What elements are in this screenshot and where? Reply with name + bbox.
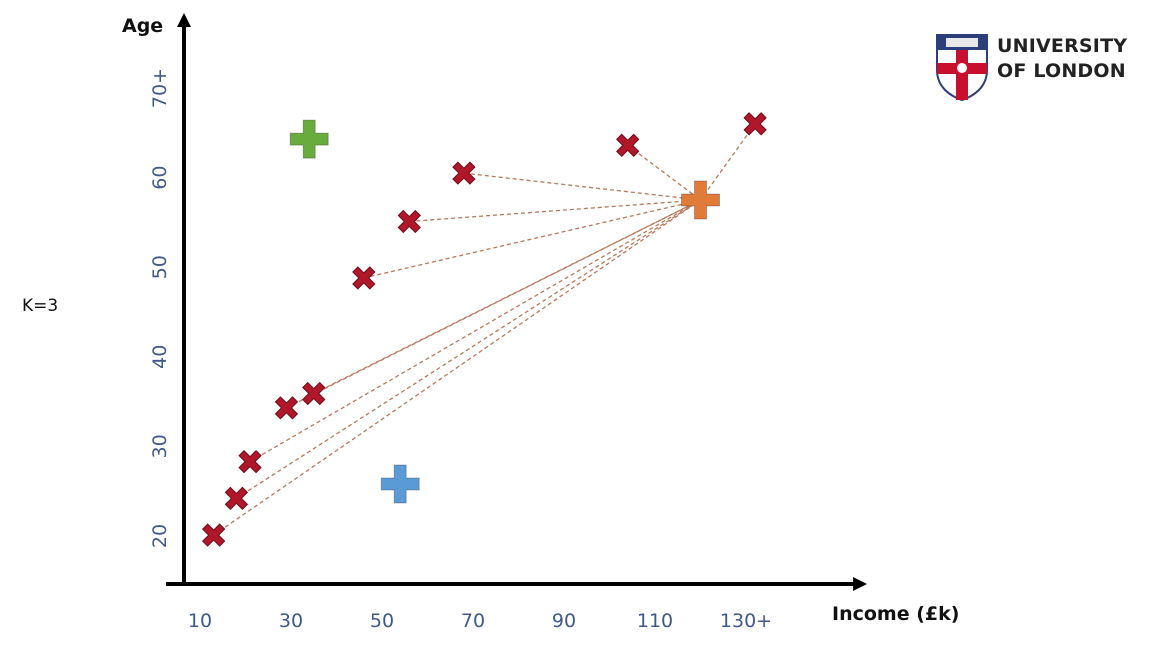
- x-tick-label: 90: [552, 610, 576, 632]
- distance-line: [213, 199, 701, 536]
- y-tick-label: 70+: [149, 68, 171, 108]
- x-tick-label: 110: [637, 610, 673, 632]
- data-point: [201, 523, 226, 547]
- distance-line: [409, 199, 701, 223]
- data-point: [397, 209, 421, 234]
- k-value-label: K=3: [22, 296, 59, 316]
- distance-line: [699, 123, 756, 201]
- data-point: [302, 381, 326, 406]
- distance-line: [236, 199, 701, 499]
- data-point: [274, 396, 299, 420]
- distance-line: [286, 199, 701, 409]
- x-axis-title: Income (£k): [832, 603, 959, 625]
- data-point: [616, 133, 640, 158]
- centroid-marker: [380, 464, 420, 504]
- y-tick-label: 40: [149, 345, 171, 369]
- distance-line: [249, 199, 701, 463]
- logo-line-2: OF LONDON: [997, 60, 1126, 82]
- x-tick-label: 30: [279, 610, 303, 632]
- centroid-marker: [681, 180, 720, 220]
- distance-line: [363, 199, 701, 279]
- x-tick-label: 50: [370, 610, 394, 632]
- data-point: [352, 266, 376, 290]
- y-tick-label: 30: [149, 434, 171, 458]
- data-point: [452, 161, 476, 185]
- y-tick-label: 60: [149, 166, 171, 190]
- data-point: [743, 112, 767, 136]
- x-tick-label: 130+: [720, 610, 772, 632]
- y-tick-label: 20: [149, 524, 171, 548]
- logo-line-1: UNIVERSITY: [997, 35, 1128, 57]
- y-tick-label: 50: [149, 255, 171, 279]
- distance-line: [627, 144, 701, 201]
- data-point: [238, 449, 262, 474]
- distance-line: [313, 199, 701, 395]
- data-point: [224, 486, 249, 511]
- x-tick-label: 10: [188, 610, 212, 632]
- university-logo: UNIVERSITY OF LONDON: [934, 32, 1154, 104]
- distance-line: [463, 172, 701, 201]
- crest-icon: [936, 34, 988, 102]
- x-tick-label: 70: [461, 610, 485, 632]
- centroid-marker: [289, 119, 329, 159]
- y-axis-title: Age: [122, 15, 163, 37]
